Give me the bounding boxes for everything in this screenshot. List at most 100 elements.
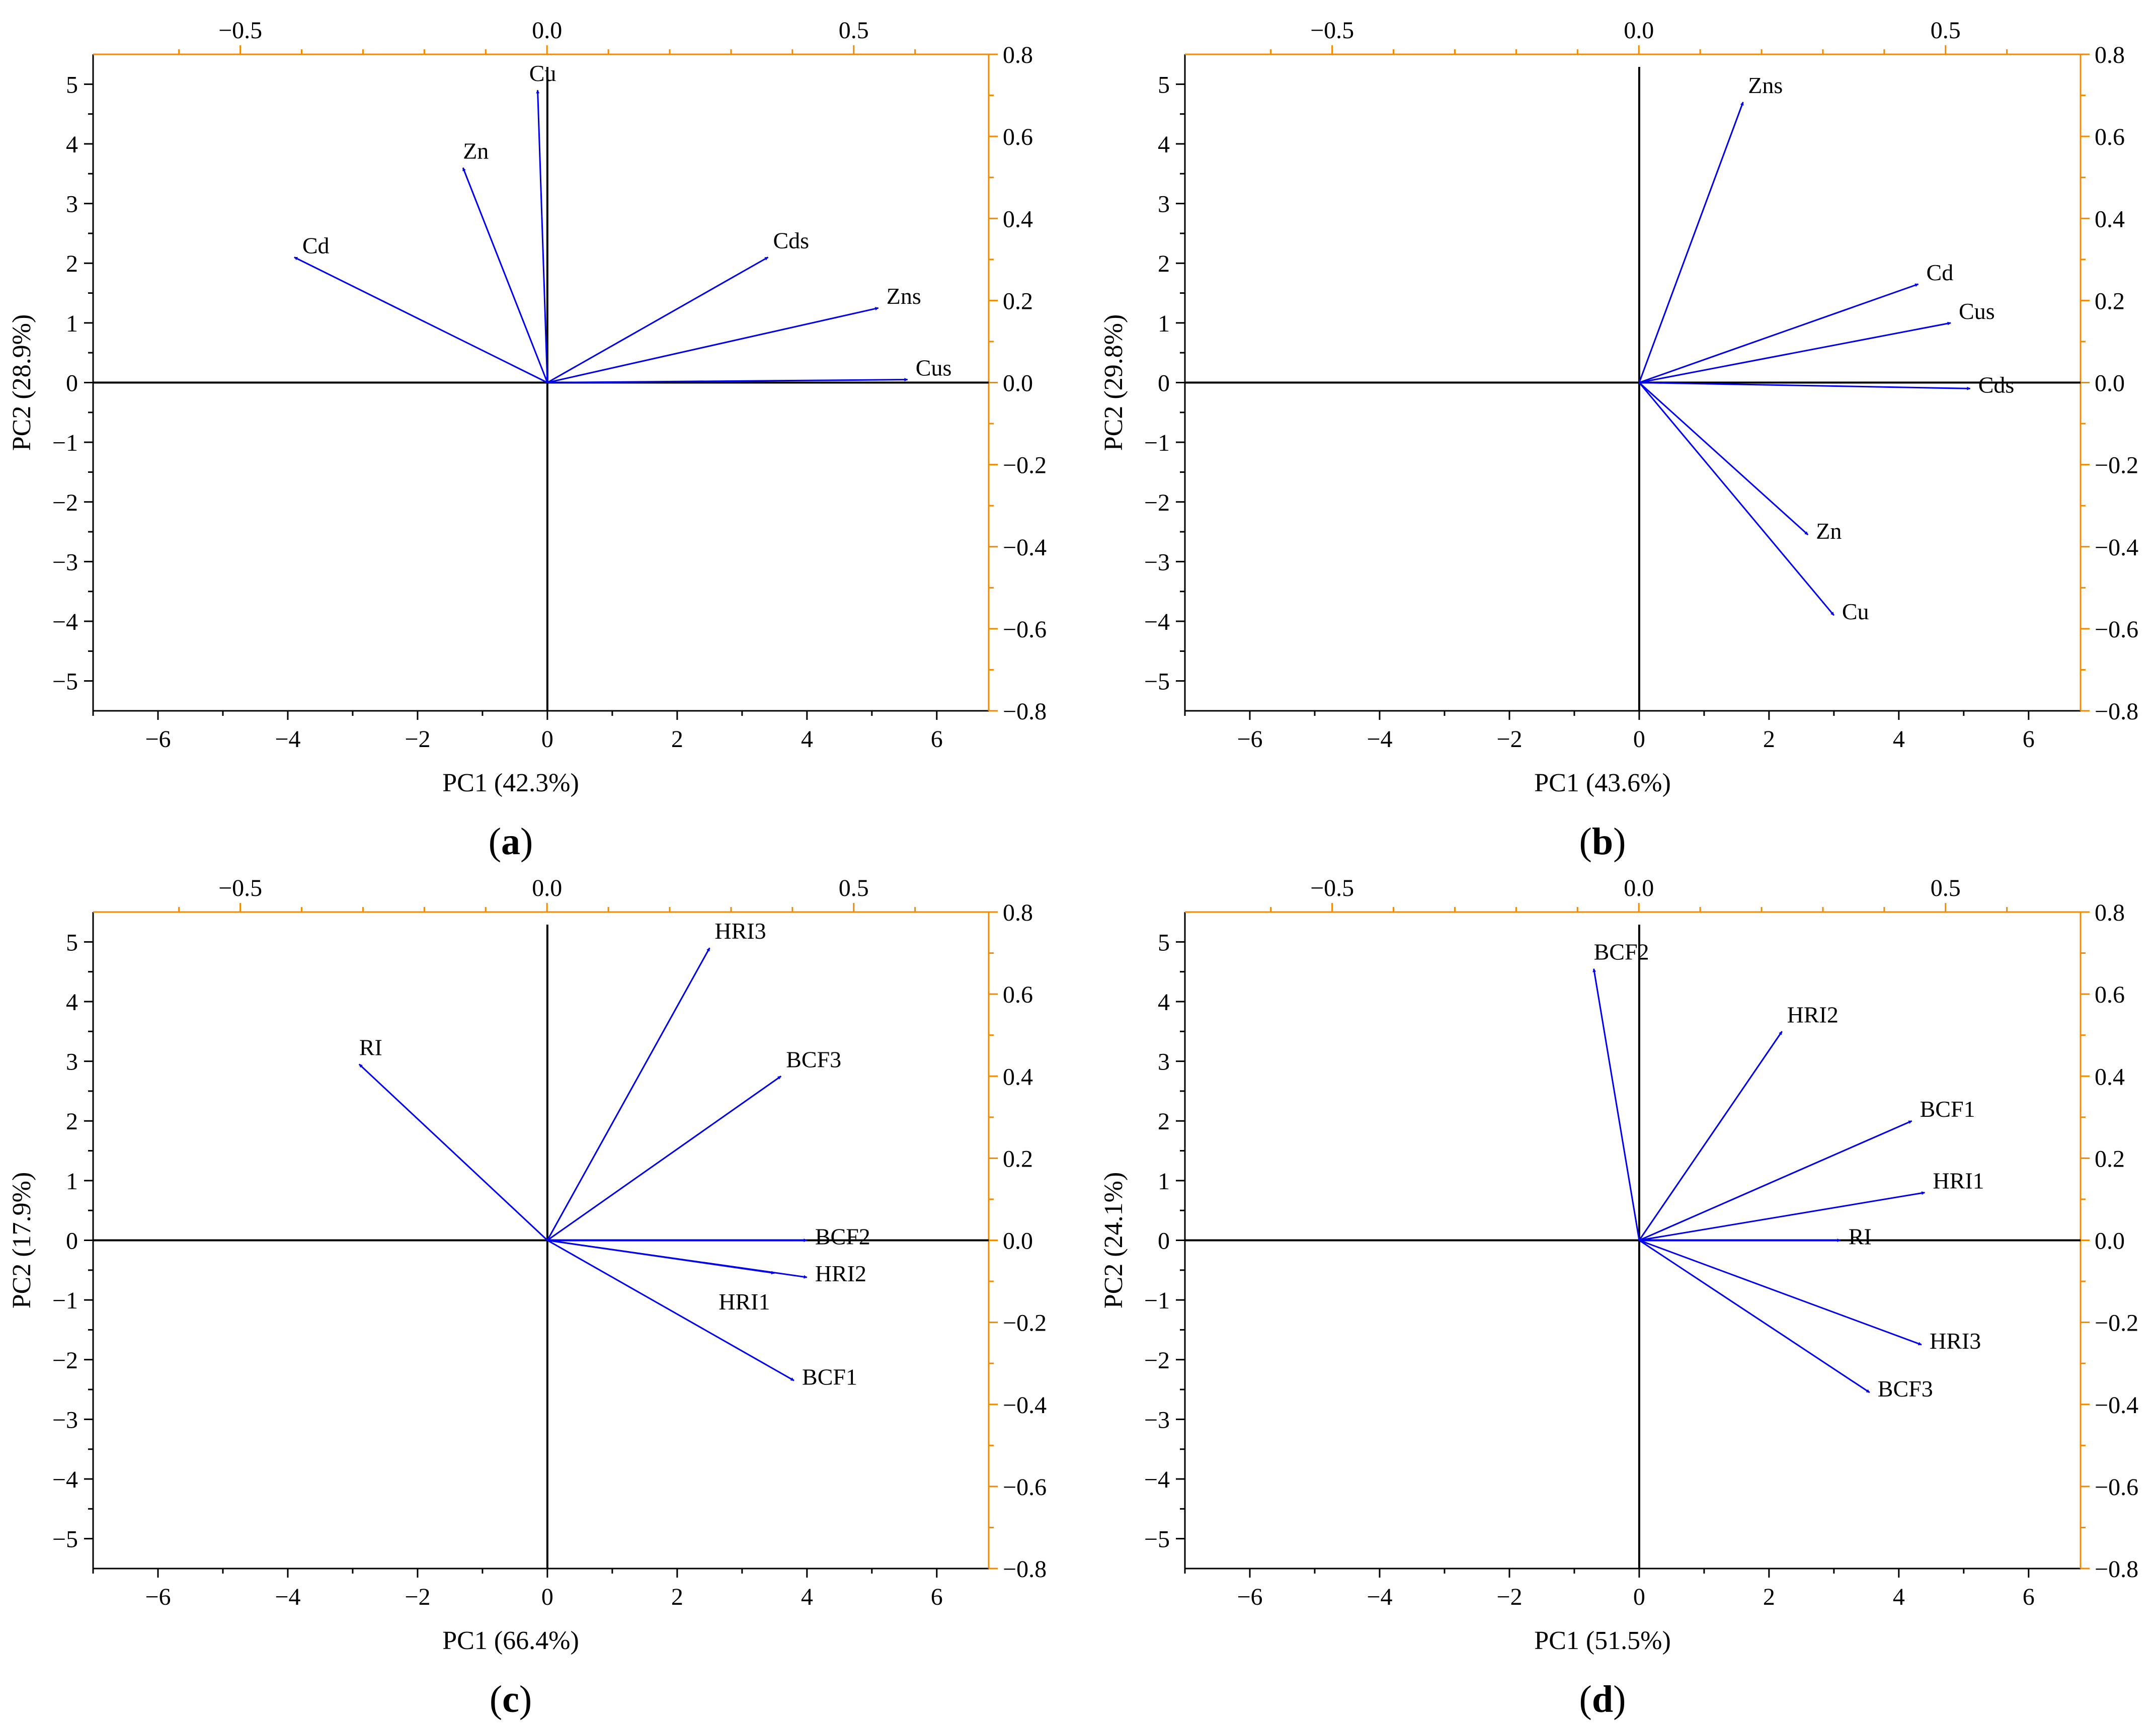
- y-tick-label: 0: [1158, 370, 1170, 397]
- secondary-y-tick-label: 0.8: [1003, 899, 1033, 926]
- loading-arrow-hri3: [1639, 1240, 1922, 1346]
- y-tick-label: 5: [66, 929, 78, 956]
- secondary-y-tick-label: 0.4: [2095, 206, 2125, 232]
- x-tick-label: 2: [671, 1584, 683, 1610]
- secondary-y-tick-label: 0.8: [1003, 42, 1033, 68]
- x-tick-label: 2: [1763, 726, 1775, 753]
- biplot-panel-a: −6 −4 −2 0 2 4 6 −5 −4 −3 −2 −1 0 1 2 3 4 5 −0.5 0.0 0.5 0.8 0…: [8, 17, 1047, 863]
- secondary-y-tick-label: −0.4: [2095, 534, 2138, 561]
- y-tick-label: 1: [66, 310, 78, 337]
- y-tick-label: 0: [66, 370, 78, 397]
- x-tick-label: 0: [541, 1584, 553, 1610]
- secondary-y-tick-label: 0.2: [1003, 288, 1033, 314]
- loading-arrow-bcf1: [1639, 1120, 1912, 1241]
- secondary-y-tick-label: 0.8: [2095, 899, 2125, 926]
- vector-label-bcf3: BCF3: [786, 1046, 841, 1072]
- secondary-y-tick-label: −0.4: [1003, 534, 1047, 561]
- vector-label-zns: Zns: [887, 283, 921, 309]
- vector-label-cd: Cd: [302, 232, 330, 258]
- y-tick-label: −1: [1144, 430, 1170, 456]
- x-tick-label: −2: [1496, 1584, 1522, 1610]
- x-tick-label: −2: [405, 726, 430, 753]
- panel-label: (d): [1579, 1678, 1626, 1720]
- vector-label-cus: Cus: [1959, 298, 1995, 324]
- y-tick-label: −4: [52, 609, 78, 635]
- y-tick-label: −1: [52, 1287, 78, 1314]
- loading-arrow-cds: [1639, 382, 1971, 390]
- loading-arrow-cu: [536, 90, 548, 383]
- y-tick-label: 0: [1158, 1228, 1170, 1255]
- secondary-y-tick-label: −0.2: [1003, 1310, 1047, 1337]
- x-tick-label: 2: [671, 726, 683, 753]
- y-tick-label: −5: [52, 669, 78, 695]
- vector-label-cd: Cd: [1927, 260, 1954, 285]
- secondary-y-tick-label: −0.6: [1003, 616, 1047, 643]
- vector-label-hri1: HRI1: [1933, 1168, 1984, 1194]
- secondary-y-tick-label: −0.2: [1003, 452, 1047, 479]
- secondary-y-tick-label: 0.2: [2095, 1145, 2125, 1172]
- loading-arrow-cds: [547, 257, 769, 383]
- x-tick-label: 0: [541, 726, 553, 753]
- secondary-y-tick-label: −0.6: [1003, 1474, 1047, 1501]
- vector-label-zns: Zns: [1748, 72, 1783, 98]
- vector-label-zn: Zn: [463, 138, 489, 163]
- y-tick-label: −2: [52, 1347, 78, 1374]
- vector-label-cds: Cds: [773, 227, 809, 253]
- x-tick-label: −6: [145, 1584, 171, 1610]
- y-tick-label: −5: [1144, 1526, 1170, 1553]
- y-tick-label: −3: [52, 549, 78, 576]
- x-tick-label: −4: [1367, 1584, 1392, 1610]
- x-axis-title: PC1 (43.6%): [1534, 769, 1671, 797]
- loading-arrow-ri: [358, 1063, 548, 1241]
- vector-label-cu: Cu: [529, 60, 556, 86]
- secondary-x-tick-label: 0.5: [839, 17, 869, 44]
- secondary-x-tick-label: −0.5: [1310, 875, 1354, 901]
- secondary-y-tick-label: −0.8: [2095, 1556, 2138, 1583]
- secondary-y-tick-label: 0.8: [2095, 42, 2125, 68]
- x-tick-label: 6: [2023, 1584, 2035, 1610]
- y-tick-label: 3: [1158, 191, 1170, 218]
- y-tick-label: 3: [1158, 1049, 1170, 1076]
- y-axis-title: PC2 (29.8%): [1099, 314, 1128, 451]
- vector-label-bcf1: BCF1: [1920, 1096, 1975, 1122]
- secondary-x-tick-label: −0.5: [1310, 17, 1354, 44]
- y-tick-label: −2: [1144, 489, 1170, 516]
- x-tick-label: 0: [1633, 726, 1645, 753]
- secondary-y-tick-label: 0.4: [1003, 1063, 1033, 1090]
- secondary-x-tick-label: 0.0: [1624, 875, 1654, 901]
- vector-label-ri: RI: [1849, 1224, 1872, 1250]
- vector-label-bcf2: BCF2: [815, 1224, 870, 1250]
- y-tick-label: 5: [1158, 71, 1170, 98]
- vector-label-zn: Zn: [1816, 518, 1842, 544]
- biplot-panel-c: −6 −4 −2 0 2 4 6 −5 −4 −3 −2 −1 0 1 2 3 4 5 −0.5 0.0 0.5 0.8 0…: [8, 875, 1047, 1720]
- loading-arrow-zn: [1638, 382, 1809, 536]
- loading-arrow-hri2: [547, 1240, 808, 1279]
- vector-label-hri1: HRI1: [718, 1289, 770, 1314]
- loading-arrow-cd: [1639, 283, 1919, 383]
- secondary-x-tick-label: −0.5: [218, 875, 262, 901]
- x-tick-label: −6: [145, 726, 171, 753]
- y-tick-label: −4: [52, 1466, 78, 1493]
- secondary-y-tick-label: −0.4: [2095, 1392, 2138, 1419]
- panel-label: (b): [1579, 820, 1626, 863]
- x-tick-label: −4: [275, 1584, 300, 1610]
- y-axis-title: PC2 (28.9%): [8, 314, 36, 451]
- loading-arrow-cus: [1639, 321, 1951, 383]
- x-axis-title: PC1 (51.5%): [1534, 1626, 1671, 1655]
- y-tick-label: −4: [1144, 1466, 1170, 1493]
- y-tick-label: 5: [1158, 929, 1170, 956]
- secondary-y-tick-label: 0.6: [1003, 981, 1033, 1008]
- vector-label-cus: Cus: [916, 355, 952, 381]
- y-tick-label: 5: [66, 71, 78, 98]
- y-tick-label: 2: [66, 251, 78, 277]
- biplot-panel-b: −6 −4 −2 0 2 4 6 −5 −4 −3 −2 −1 0 1 2 3 4 5 −0.5 0.0 0.5 0.8 0…: [1099, 17, 2138, 863]
- y-tick-label: 2: [1158, 251, 1170, 277]
- vector-label-hri3: HRI3: [714, 918, 766, 944]
- vector-label-ri: RI: [359, 1035, 382, 1060]
- x-tick-label: 4: [801, 726, 813, 753]
- secondary-x-tick-label: 0.5: [1931, 875, 1961, 901]
- secondary-y-tick-label: 0.4: [2095, 1063, 2125, 1090]
- y-tick-label: −1: [52, 430, 78, 456]
- secondary-x-tick-label: 0.5: [1931, 17, 1961, 44]
- secondary-y-tick-label: −0.6: [2095, 1474, 2138, 1501]
